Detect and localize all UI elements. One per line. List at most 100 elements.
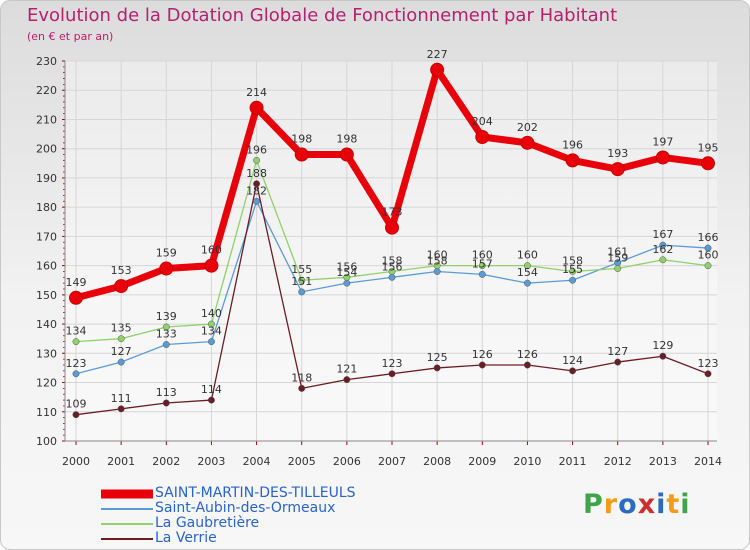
series-0-data-label: 227: [427, 48, 448, 61]
series-3-data-label: 113: [156, 386, 177, 399]
series-3-point: [162, 399, 170, 407]
chart-subtitle: (en € et par an): [27, 30, 114, 43]
series-1-data-label: 158: [427, 254, 448, 267]
series-1-point: [253, 197, 261, 205]
series-2-point: [162, 323, 170, 331]
logo-letter: x: [637, 489, 657, 520]
legend-label: SAINT-MARTIN-DES-TILLEULS: [155, 485, 356, 501]
series-3-data-label: 127: [607, 345, 628, 358]
series-2-data-label: 160: [427, 249, 448, 262]
series-3-point: [433, 364, 441, 372]
series-2-data-label: 140: [201, 307, 222, 320]
series-3-point: [207, 396, 215, 404]
series-0-point: [610, 162, 625, 177]
series-0-data-label: 197: [652, 135, 673, 148]
y-tick-label: 190: [36, 172, 57, 185]
series-1-point: [569, 276, 577, 284]
legend-swatch: [101, 507, 153, 510]
series-2-point: [523, 262, 531, 270]
series-1-point: [162, 341, 170, 348]
series-0-point: [475, 130, 490, 144]
proxiti-logo: Proxiti: [583, 489, 691, 520]
logo-letter: r: [603, 489, 619, 520]
series-3-point: [388, 370, 396, 378]
series-1-data-label: 157: [472, 257, 493, 270]
series-1-data-label: 156: [382, 260, 403, 273]
series-3-data-label: 129: [652, 339, 673, 352]
series-1-data-label: 133: [156, 328, 177, 341]
series-2-point: [72, 338, 80, 346]
series-1-point: [72, 370, 80, 378]
series-2-point: [343, 273, 351, 281]
series-3-data-label: 118: [291, 371, 312, 384]
series-0-point: [701, 156, 715, 171]
series-0-data-label: 149: [66, 276, 87, 289]
x-tick-label: 2013: [649, 455, 677, 468]
series-3-point: [614, 358, 622, 366]
series-2-point: [433, 262, 441, 270]
series-3-point: [523, 361, 531, 369]
series-3-data-label: 123: [698, 357, 719, 370]
series-2-point: [207, 320, 215, 328]
series-0-data-label: 193: [607, 147, 628, 160]
series-0-point: [294, 147, 309, 162]
series-1-data-label: 154: [336, 266, 357, 279]
series-3-point: [253, 180, 261, 188]
series-0-data-label: 214: [246, 86, 267, 99]
series-3-data-label: 126: [517, 348, 538, 361]
series-1-point: [523, 279, 531, 287]
plot-area: [65, 61, 717, 441]
legend-swatch: [101, 522, 153, 525]
series-2-point: [117, 335, 125, 343]
series-3-data-label: 126: [472, 348, 493, 361]
chart-title: Evolution de la Dotation Globale de Fonc…: [27, 5, 618, 26]
series-1-point: [343, 279, 351, 287]
y-tick-label: 180: [36, 201, 57, 214]
series-0-point: [114, 279, 129, 294]
series-0-data-label: 198: [336, 133, 357, 146]
x-tick-label: 2003: [197, 455, 225, 468]
series-3-point: [478, 361, 486, 369]
legend-swatch: [101, 537, 153, 540]
series-2-point: [478, 262, 486, 270]
series-0-point: [520, 135, 535, 150]
y-tick-label: 140: [36, 318, 57, 331]
series-1-data-label: 123: [66, 357, 87, 370]
series-2-data-label: 158: [382, 254, 403, 267]
series-2-data-label: 155: [291, 263, 312, 276]
series-3-data-label: 109: [66, 398, 87, 411]
series-3-point: [569, 367, 577, 375]
x-tick-label: 2004: [243, 455, 271, 468]
series-2-point: [569, 268, 577, 275]
series-1-data-label: 127: [111, 345, 132, 358]
series-2-data-label: 135: [111, 322, 132, 335]
x-tick-label: 2002: [152, 455, 180, 468]
series-0-data-label: 204: [472, 115, 493, 128]
series-1-point: [117, 358, 125, 366]
logo-letter: t: [666, 489, 681, 520]
series-0-point: [159, 261, 174, 276]
y-tick-label: 210: [36, 113, 57, 126]
series-3-point: [704, 370, 712, 378]
series-2-data-label: 139: [156, 310, 177, 323]
x-tick-label: 2000: [62, 455, 90, 468]
series-0-data-label: 198: [291, 133, 312, 146]
series-3-data-label: 114: [201, 383, 222, 396]
logo-letter: P: [583, 489, 604, 520]
y-tick-label: 200: [36, 143, 57, 156]
series-0-data-label: 159: [156, 247, 177, 260]
series-1-data-label: 155: [562, 263, 583, 276]
x-tick-label: 2008: [423, 455, 451, 468]
series-2-point: [388, 268, 396, 275]
series-0-data-label: 173: [382, 206, 403, 219]
series-2-point: [704, 262, 712, 270]
series-0-point: [430, 62, 445, 77]
series-1-data-label: 151: [291, 275, 312, 288]
x-tick-label: 2010: [513, 455, 541, 468]
x-tick-label: 2006: [333, 455, 361, 468]
series-2-data-label: 162: [652, 243, 673, 256]
series-3-data-label: 124: [562, 354, 583, 367]
series-2-data-label: 156: [336, 260, 357, 273]
series-0-point: [655, 150, 670, 165]
